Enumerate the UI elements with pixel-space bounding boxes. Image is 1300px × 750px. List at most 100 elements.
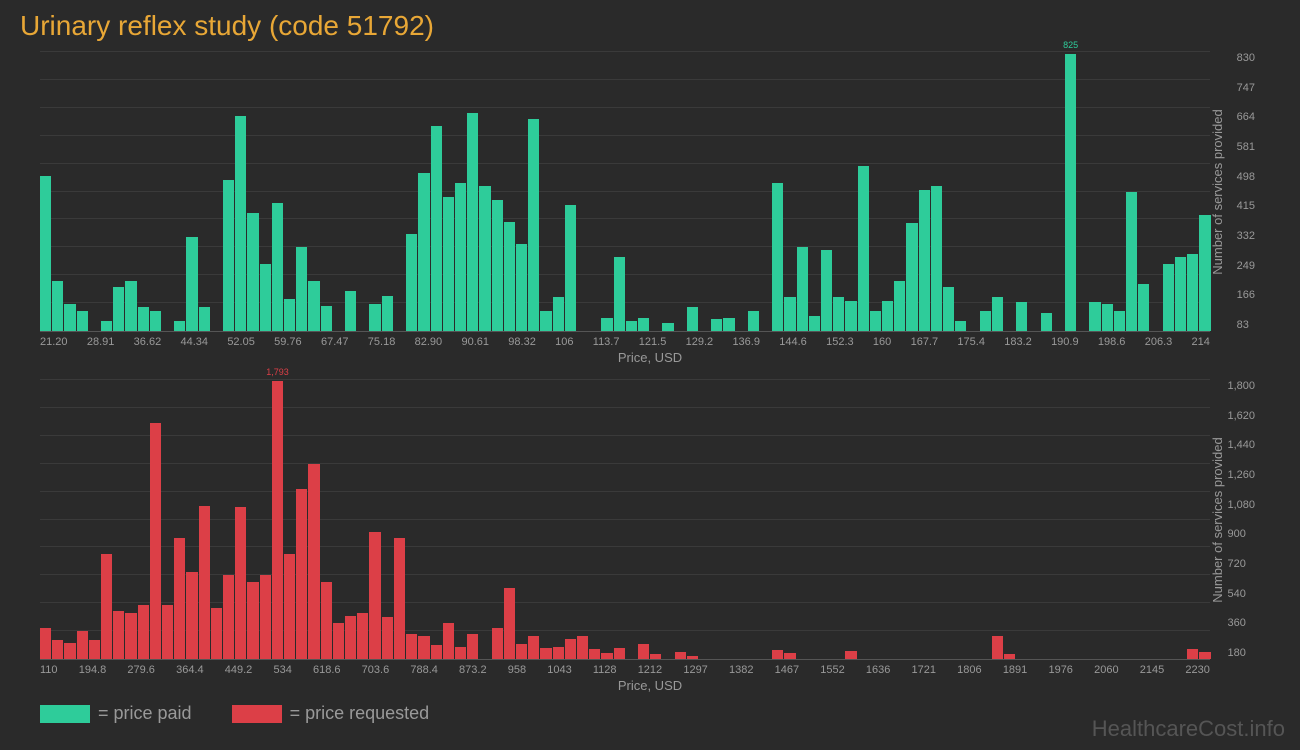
bar bbox=[553, 647, 564, 659]
bar bbox=[601, 653, 612, 659]
bar bbox=[870, 311, 881, 331]
bar bbox=[186, 572, 197, 659]
bar bbox=[565, 639, 576, 659]
x-tick: 534 bbox=[273, 664, 291, 676]
x-tick: 1297 bbox=[683, 664, 707, 676]
bar bbox=[174, 321, 185, 331]
bar bbox=[833, 297, 844, 331]
bar bbox=[1138, 284, 1149, 331]
y-tick: 900 bbox=[1227, 528, 1255, 540]
bar bbox=[492, 200, 503, 331]
x-tick: 67.47 bbox=[321, 336, 349, 348]
bar bbox=[321, 582, 332, 660]
bar bbox=[516, 644, 527, 660]
bar bbox=[382, 296, 393, 331]
bar bbox=[504, 588, 515, 659]
bar bbox=[321, 306, 332, 331]
x-tick: 958 bbox=[508, 664, 526, 676]
y-tick: 1,620 bbox=[1227, 410, 1255, 422]
y-tick: 664 bbox=[1237, 111, 1255, 123]
y-tick: 581 bbox=[1237, 141, 1255, 153]
bar bbox=[308, 464, 319, 659]
x-tick: 214 bbox=[1192, 336, 1210, 348]
bar bbox=[784, 653, 795, 659]
bar bbox=[247, 582, 258, 660]
bar: 1,793 bbox=[272, 381, 283, 659]
bar bbox=[52, 640, 63, 659]
x-tick: 1382 bbox=[729, 664, 753, 676]
bar bbox=[40, 628, 51, 659]
x-tick: 1636 bbox=[866, 664, 890, 676]
bar bbox=[955, 321, 966, 331]
y-tick: 747 bbox=[1237, 82, 1255, 94]
bar bbox=[369, 304, 380, 331]
x-ticks-requested: 110194.8279.6364.4449.2534618.6703.6788.… bbox=[40, 660, 1210, 676]
x-tick: 1891 bbox=[1003, 664, 1027, 676]
y-tick: 360 bbox=[1227, 617, 1255, 629]
bar bbox=[113, 611, 124, 659]
bar bbox=[1102, 304, 1113, 331]
bar bbox=[748, 311, 759, 331]
bar bbox=[1114, 311, 1125, 331]
x-tick: 90.61 bbox=[461, 336, 489, 348]
bar bbox=[150, 423, 161, 659]
legend-paid-swatch bbox=[40, 705, 90, 723]
bar bbox=[723, 318, 734, 331]
x-tick: 279.6 bbox=[127, 664, 155, 676]
x-tick: 129.2 bbox=[686, 336, 714, 348]
bar bbox=[308, 281, 319, 331]
y-tick: 83 bbox=[1237, 319, 1255, 331]
bar: 825 bbox=[1065, 54, 1076, 331]
bar bbox=[443, 197, 454, 331]
x-tick: 1212 bbox=[638, 664, 662, 676]
bar bbox=[845, 651, 856, 659]
bar bbox=[455, 647, 466, 659]
bar bbox=[540, 648, 551, 659]
bar bbox=[650, 654, 661, 659]
bar bbox=[186, 237, 197, 331]
x-tick: 1721 bbox=[912, 664, 936, 676]
x-ticks-paid: 21.2028.9136.6244.3452.0559.7667.4775.18… bbox=[40, 332, 1210, 348]
bar bbox=[614, 648, 625, 659]
bar bbox=[235, 116, 246, 331]
x-axis-label-requested: Price, USD bbox=[20, 678, 1280, 693]
bar bbox=[77, 631, 88, 659]
y-tick: 1,080 bbox=[1227, 499, 1255, 511]
bar bbox=[516, 244, 527, 331]
bar bbox=[1187, 649, 1198, 659]
x-tick: 364.4 bbox=[176, 664, 204, 676]
bar bbox=[199, 307, 210, 331]
bar bbox=[260, 264, 271, 331]
bar bbox=[431, 126, 442, 331]
bar bbox=[614, 257, 625, 331]
bar bbox=[296, 247, 307, 331]
bar bbox=[1089, 302, 1100, 331]
bar bbox=[125, 613, 136, 660]
bar bbox=[113, 287, 124, 331]
x-tick: 1467 bbox=[775, 664, 799, 676]
bars-paid: 825 bbox=[40, 52, 1210, 331]
bar bbox=[406, 634, 417, 659]
bar bbox=[638, 318, 649, 331]
x-tick: 1552 bbox=[820, 664, 844, 676]
bar bbox=[626, 321, 637, 331]
bar bbox=[223, 180, 234, 331]
bar bbox=[504, 222, 515, 331]
bar bbox=[223, 575, 234, 659]
y-tick: 1,440 bbox=[1227, 439, 1255, 451]
bar bbox=[52, 281, 63, 331]
x-tick: 82.90 bbox=[415, 336, 443, 348]
bar bbox=[1126, 192, 1137, 332]
bar bbox=[138, 605, 149, 659]
bar bbox=[64, 304, 75, 331]
y-axis-label-requested: Number of services provided bbox=[1210, 437, 1225, 602]
x-tick: 160 bbox=[873, 336, 891, 348]
chart-title: Urinary reflex study (code 51792) bbox=[20, 10, 1280, 42]
bar bbox=[1187, 254, 1198, 331]
bar bbox=[687, 656, 698, 659]
x-tick: 136.9 bbox=[732, 336, 760, 348]
bar bbox=[528, 636, 539, 659]
x-tick: 1043 bbox=[547, 664, 571, 676]
x-axis-label-paid: Price, USD bbox=[20, 350, 1280, 365]
y-tick: 1,800 bbox=[1227, 380, 1255, 392]
